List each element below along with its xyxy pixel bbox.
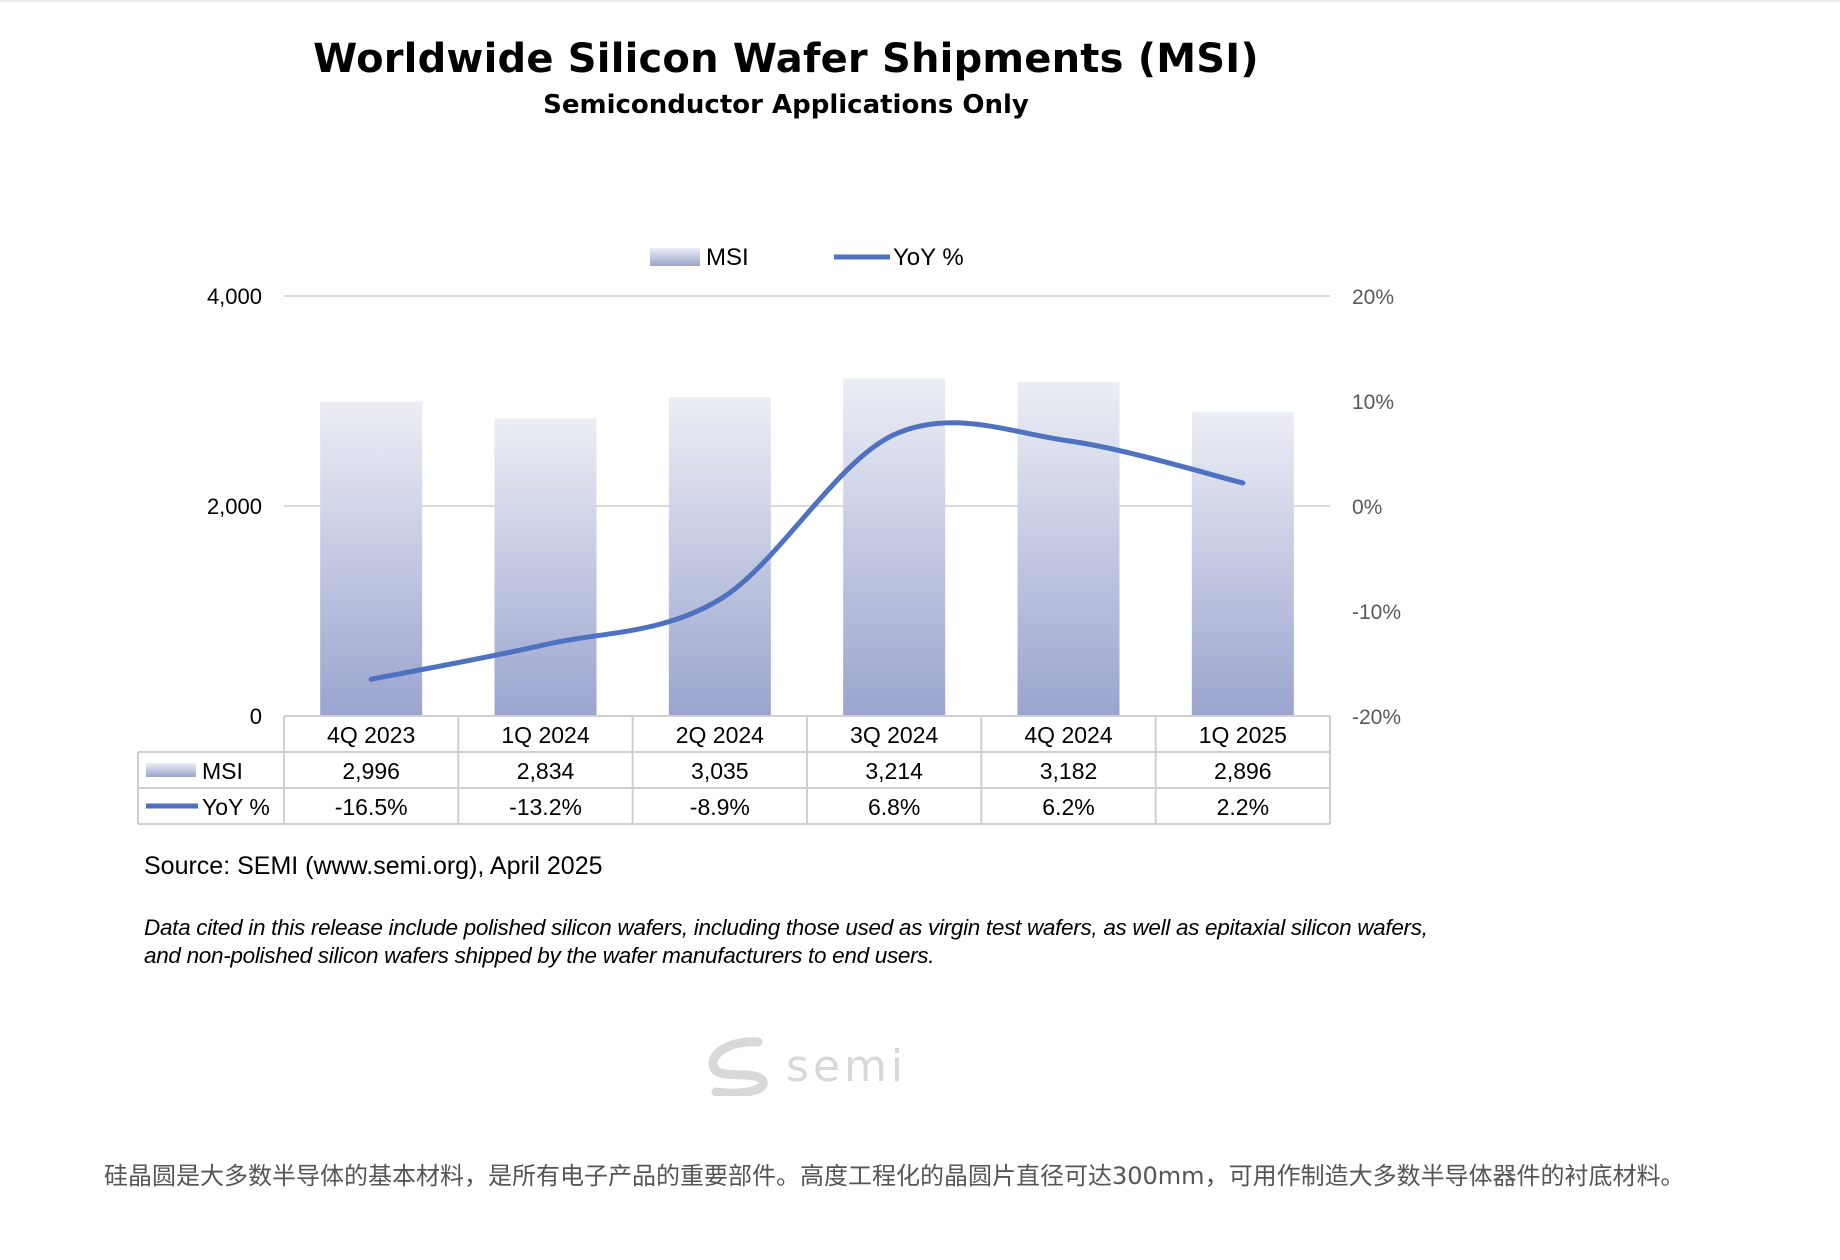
data-disclaimer: Data cited in this release include polis… xyxy=(144,915,1428,968)
bar-msi xyxy=(1017,381,1120,716)
x-category-label: 4Q 2024 xyxy=(1024,722,1112,748)
line-yoy xyxy=(368,420,1246,682)
data-label-msi: 2,996 xyxy=(342,758,400,784)
data-label-yoy: 2.2% xyxy=(1217,794,1269,820)
y-left-tick-label: 2,000 xyxy=(207,494,262,519)
x-category-label: 3Q 2024 xyxy=(850,722,938,748)
data-label-msi: 3,182 xyxy=(1040,758,1098,784)
data-label-msi: 3,214 xyxy=(865,758,923,784)
data-label-yoy: -16.5% xyxy=(335,794,408,820)
chart-subtitle: Semiconductor Applications Only xyxy=(543,90,1029,120)
semi-logo-mark xyxy=(708,1037,768,1096)
data-label-msi: 2,896 xyxy=(1214,758,1272,784)
y-left-tick-label: 0 xyxy=(250,704,262,729)
data-label-yoy: 6.8% xyxy=(868,794,920,820)
y-left-tick-label: 4,000 xyxy=(207,284,262,309)
legend-label-msi: MSI xyxy=(706,244,749,271)
y-right-tick-label: -20% xyxy=(1352,706,1401,729)
bar-msi xyxy=(1191,411,1294,716)
legend-label-yoy: YoY % xyxy=(893,244,964,271)
bar-msi xyxy=(494,418,597,716)
y-right-tick-label: 0% xyxy=(1352,496,1382,519)
x-category-label: 4Q 2023 xyxy=(327,722,415,748)
source-note: Source: SEMI (www.semi.org), April 2025 xyxy=(144,852,603,880)
y-right-tick-label: 20% xyxy=(1352,286,1394,309)
y-right-tick-label: 10% xyxy=(1352,391,1394,414)
legend-swatch-msi xyxy=(650,248,700,266)
semi-logo-text: semi xyxy=(786,1040,908,1092)
chart-title: Worldwide Silicon Wafer Shipments (MSI) xyxy=(313,36,1259,82)
data-label-yoy: -8.9% xyxy=(690,794,750,820)
semi-logo: semi xyxy=(700,1036,907,1096)
x-category-label: 2Q 2024 xyxy=(676,722,764,748)
top-divider xyxy=(0,0,1840,2)
chart-canvas: 0 2,000 4,000 -20% -10% 0% 10% 20% 4Q 2023 2,996… xyxy=(137,244,1401,825)
data-label-msi: 3,035 xyxy=(691,758,749,784)
x-category-label: 1Q 2025 xyxy=(1199,722,1287,748)
table-row-label-msi: MSI xyxy=(202,758,243,784)
article-paragraph: 硅晶圆是大多数半导体的基本材料，是所有电子产品的重要部件。高度工程化的晶圆片直径… xyxy=(104,1162,1685,1190)
bar-msi xyxy=(320,401,423,716)
bar-msi xyxy=(843,378,946,716)
data-label-yoy: 6.2% xyxy=(1042,794,1094,820)
y-right-tick-label: -10% xyxy=(1352,601,1401,624)
table-row-label-yoy: YoY % xyxy=(202,794,270,820)
bar-msi xyxy=(668,397,771,716)
table-swatch-msi xyxy=(146,763,196,777)
data-label-yoy: -13.2% xyxy=(509,794,582,820)
data-label-msi: 2,834 xyxy=(517,758,575,784)
x-category-label: 1Q 2024 xyxy=(501,722,589,748)
